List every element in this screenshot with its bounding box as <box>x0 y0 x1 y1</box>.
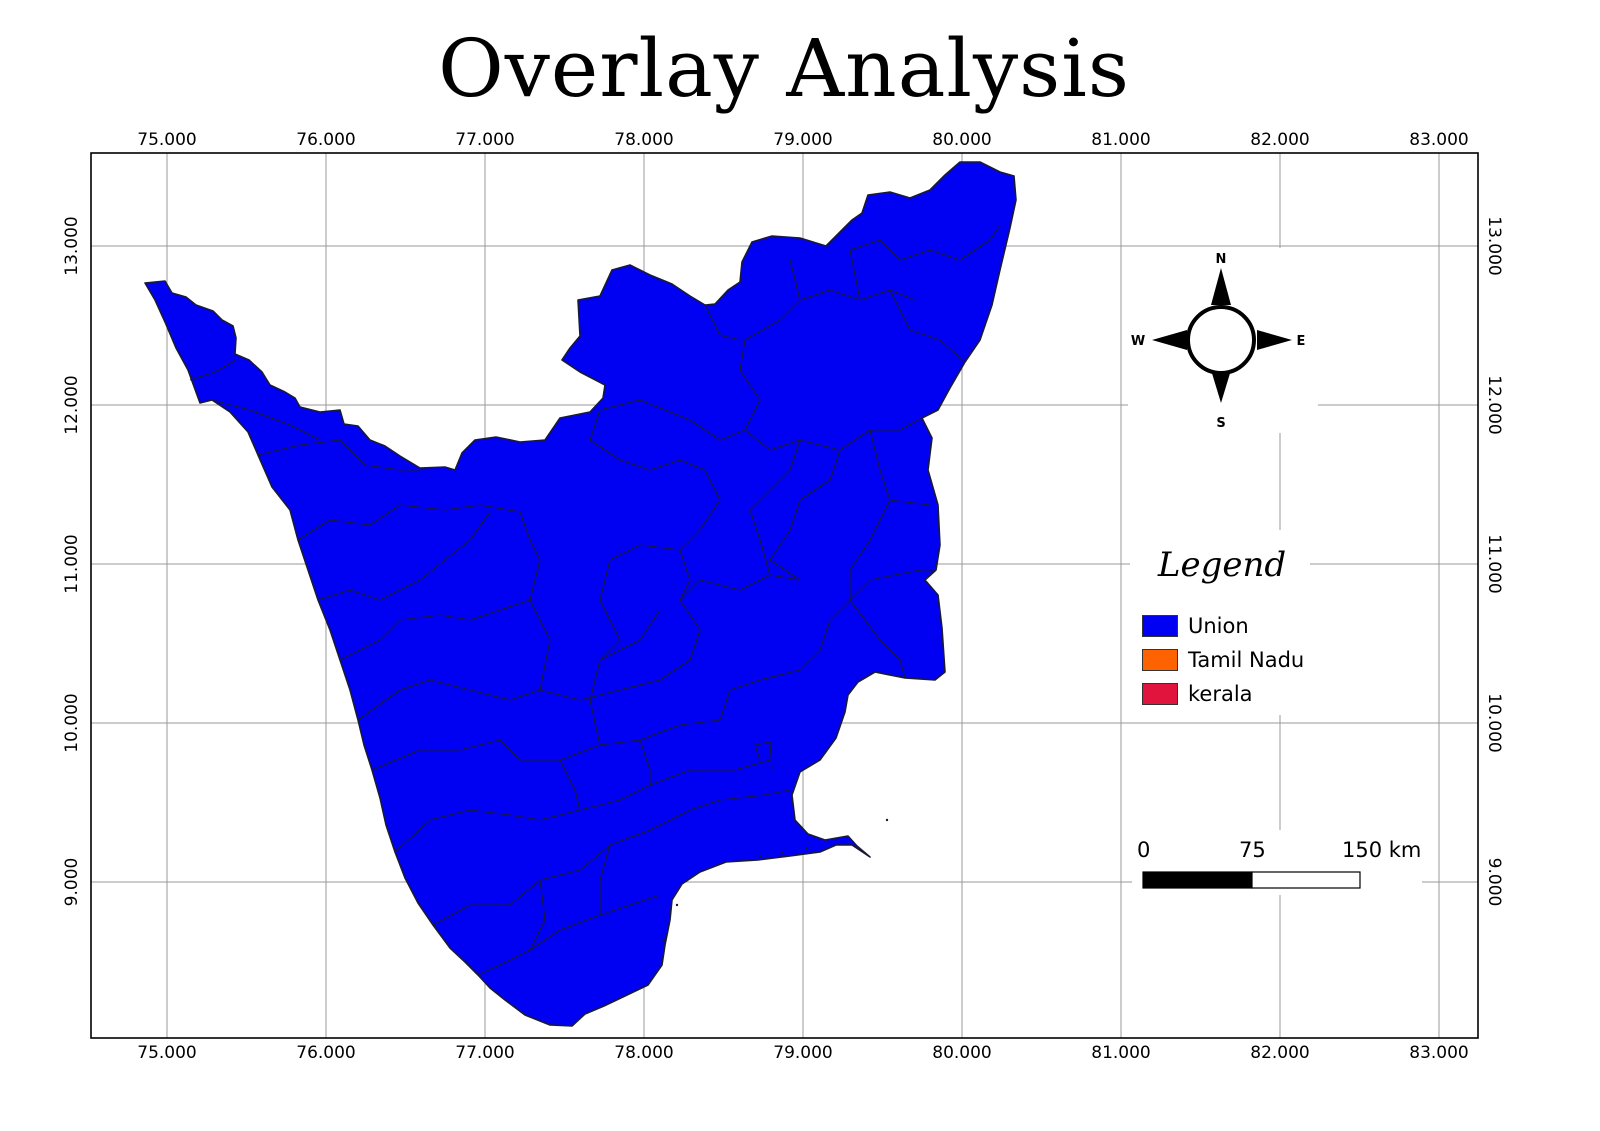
compass-w: W <box>1131 334 1145 349</box>
legend-item-tamil-nadu: Tamil Nadu <box>1142 648 1304 672</box>
legend-title: Legend <box>1132 545 1312 585</box>
legend-label: Union <box>1188 614 1249 638</box>
legend-item-union: Union <box>1142 614 1249 638</box>
scale-label-150: 150 km <box>1342 838 1421 862</box>
legend-label: kerala <box>1188 682 1253 706</box>
scale-label-0: 0 <box>1137 838 1150 862</box>
legend-swatch-tamil-nadu <box>1142 649 1178 671</box>
scale-bar-light <box>1252 872 1360 888</box>
legend-label: Tamil Nadu <box>1188 648 1304 672</box>
north-arrow-icon: N S W E <box>1128 248 1318 433</box>
map-canvas: N S W E <box>0 0 1568 1109</box>
compass-n: N <box>1216 252 1227 267</box>
legend-swatch-union <box>1142 615 1178 637</box>
scale-bar-dark <box>1143 872 1252 888</box>
legend-swatch-kerala <box>1142 683 1178 705</box>
compass-e: E <box>1297 334 1306 349</box>
scale-label-75: 75 <box>1239 838 1266 862</box>
compass-s: S <box>1216 416 1225 431</box>
legend-item-kerala: kerala <box>1142 682 1253 706</box>
